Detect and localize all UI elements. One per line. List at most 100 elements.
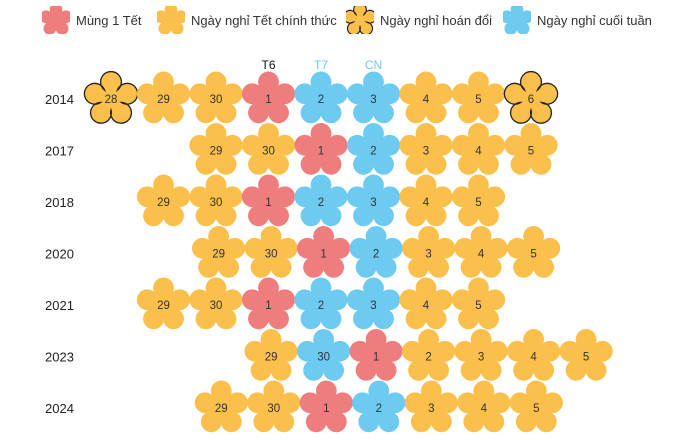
year-label: 2023: [45, 350, 74, 365]
flower-icon: [241, 174, 296, 227]
legend-item-tet: Mùng 1 Tết: [42, 6, 142, 34]
flower-icon: [299, 380, 353, 433]
day-flower-weekend: 2: [349, 226, 403, 278]
day-flower-official: 2: [401, 329, 456, 381]
flower-icon: [346, 174, 401, 227]
flower-icon: [294, 277, 348, 330]
day-flower-official: 29: [136, 71, 191, 124]
day-label: 28: [105, 94, 118, 106]
day-flower-official: 4: [454, 226, 508, 278]
day-label: 2: [318, 300, 324, 312]
day-label: 29: [157, 197, 170, 209]
day-flower-official: 29: [136, 277, 191, 330]
flower-icon: [346, 6, 374, 34]
day-label: 3: [478, 352, 484, 364]
day-label: 30: [210, 300, 223, 312]
legend-item-weekend: Ngày nghỉ cuối tuần: [503, 6, 652, 34]
flower-icon: [42, 6, 70, 34]
day-flower-official: 30: [189, 71, 243, 124]
year-row-2020: 2020 29 30 1 2 3 4 5: [45, 226, 561, 278]
flower-icon: [294, 71, 348, 124]
day-flower-official: 5: [509, 380, 563, 433]
flower-icon: [294, 123, 348, 175]
flower-icon: [401, 329, 456, 381]
flower-icon: [241, 277, 296, 330]
flower-icon: [399, 71, 453, 124]
day-label: 30: [265, 249, 278, 261]
day-label: 5: [530, 249, 536, 261]
day-flower-official: 5: [504, 123, 558, 175]
day-label: 4: [423, 94, 430, 106]
legend-label: Ngày nghỉ hoán đổi: [380, 12, 493, 28]
flower-icon: [454, 329, 508, 381]
flower-icon: [399, 123, 453, 175]
flower-icon: [454, 226, 508, 278]
legend-label: Ngày nghỉ Tết chính thức: [191, 12, 337, 28]
day-label: 1: [323, 403, 329, 415]
day-label: 2: [373, 249, 379, 261]
day-label: 3: [425, 249, 431, 261]
flower-icon: [451, 123, 506, 175]
flower-icon: [349, 226, 403, 278]
year-row-2018: 2018 29 30 1 2 3 4 5: [45, 174, 506, 227]
day-flower-official: 5: [559, 329, 613, 381]
day-flower-official: 5: [451, 174, 506, 227]
day-label: 1: [265, 94, 271, 106]
flower-icon: [352, 380, 406, 433]
flower-icon: [296, 329, 351, 381]
flower-icon: [247, 380, 301, 433]
flower-icon: [241, 123, 296, 175]
flower-icon: [399, 277, 453, 330]
day-flower-official: 5: [451, 71, 506, 124]
flower-icon: [451, 277, 506, 330]
flower-icon: [189, 71, 243, 124]
year-label: 2021: [45, 298, 74, 313]
flower-icon: [399, 174, 453, 227]
year-row-2017: 2017 29 30 1 2 3 4 5: [45, 123, 558, 175]
flower-icon: [136, 277, 191, 330]
day-label: 1: [373, 352, 379, 364]
day-label: 4: [530, 352, 537, 364]
day-flower-official: 4: [451, 123, 506, 175]
flower-icon: [157, 6, 185, 34]
day-label: 1: [318, 146, 324, 158]
day-flower-official: 29: [191, 226, 246, 278]
day-flower-official: 3: [454, 329, 508, 381]
flower-icon: [504, 123, 558, 175]
flower-icon: [404, 380, 458, 433]
day-label: 5: [475, 197, 481, 209]
day-label: 3: [423, 146, 429, 158]
day-flower-tet: 1: [241, 277, 296, 330]
day-label: 3: [370, 94, 376, 106]
legend: Mùng 1 Tết Ngày nghỉ Tết chính thức Ngày…: [0, 0, 680, 44]
day-label: 2: [318, 197, 324, 209]
day-flower-official: 30: [189, 277, 243, 330]
day-label: 4: [423, 197, 430, 209]
flower-icon: [136, 71, 191, 124]
flower-icon: [244, 329, 298, 381]
day-label: 6: [528, 94, 534, 106]
day-flower-official: 29: [189, 123, 243, 175]
day-flower-weekend: 2: [294, 277, 348, 330]
year-label: 2024: [45, 401, 74, 416]
day-label: 2: [425, 352, 431, 364]
day-label: 29: [210, 146, 223, 158]
day-flower-official: 30: [189, 174, 243, 227]
day-label: 30: [210, 197, 223, 209]
day-flower-official: 3: [399, 123, 453, 175]
day-flower-weekend: 2: [352, 380, 406, 433]
flower-icon: [189, 174, 243, 227]
day-flower-official: 29: [244, 329, 298, 381]
flower-icon: [503, 70, 559, 124]
day-flower-weekend: 3: [346, 174, 401, 227]
day-flower-weekend: 2: [346, 123, 401, 175]
year-label: 2018: [45, 195, 74, 210]
day-flower-official: 4: [399, 277, 453, 330]
day-flower-tet: 1: [294, 123, 348, 175]
year-row-2024: 2024 29 30 1 2 3 4 5: [45, 380, 563, 433]
day-label: 4: [423, 300, 430, 312]
day-label: 2: [376, 403, 382, 415]
day-flower-official: 4: [399, 71, 453, 124]
day-flower-tet: 1: [241, 71, 296, 124]
day-label: 3: [428, 403, 434, 415]
